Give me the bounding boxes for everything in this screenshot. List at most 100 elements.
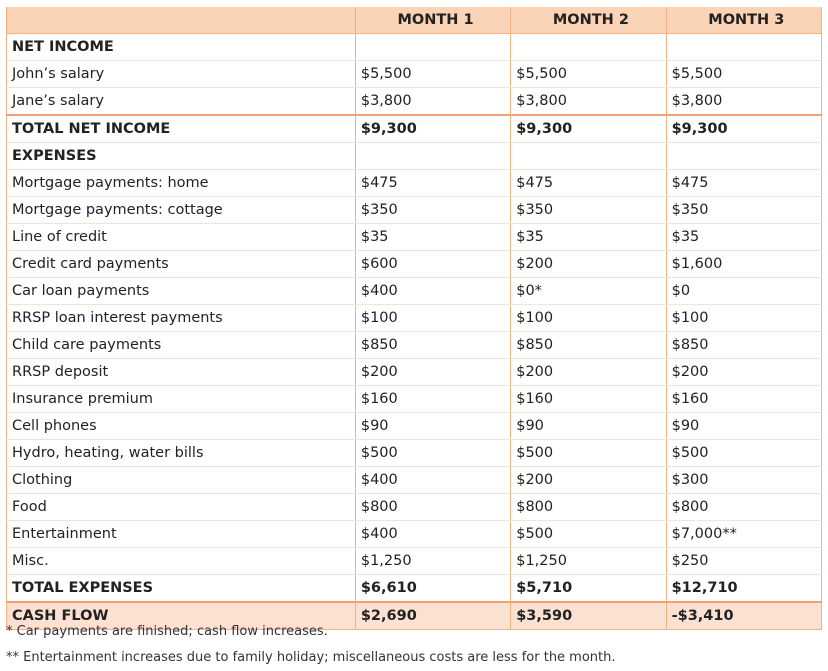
month-1-cell: $850	[354, 331, 512, 359]
row-label: Car loan payments	[6, 277, 356, 305]
row-label: John’s salary	[6, 60, 356, 88]
row-label: EXPENSES	[6, 142, 356, 170]
footnote-2: ** Entertainment increases due to family…	[6, 650, 616, 665]
month-2-cell: $1,250	[510, 547, 667, 575]
table-row: RRSP deposit $200 $200 $200	[6, 358, 823, 386]
table-row: Misc. $1,250 $1,250 $250	[6, 547, 823, 575]
month-2-cell: $3,800	[510, 87, 667, 116]
month-3-cell: $0	[665, 277, 823, 305]
month-3-cell: $5,500	[665, 60, 823, 88]
month-3-cell: $200	[665, 358, 823, 386]
header-corner	[6, 7, 356, 34]
table-row: Mortgage payments: cottage $350 $350 $350	[6, 196, 823, 224]
month-3-cell: $160	[665, 385, 823, 413]
row-label: Clothing	[6, 466, 356, 494]
month-1-cell: $160	[354, 385, 512, 413]
row-label: CASH FLOW	[6, 601, 356, 630]
row-label: NET INCOME	[6, 33, 356, 61]
table-row: Hydro, heating, water bills $500 $500 $500	[6, 439, 823, 467]
table-row: Credit card payments $600 $200 $1,600	[6, 250, 823, 278]
table-row: Entertainment $400 $500 $7,000**	[6, 520, 823, 548]
month-1-cell: $5,500	[354, 60, 512, 88]
month-3-cell: $9,300	[665, 114, 823, 143]
cashflow-row: CASH FLOW $2,690 $3,590 -$3,410	[6, 601, 823, 630]
month-1-cell: $1,250	[354, 547, 512, 575]
month-2-cell	[510, 33, 667, 61]
header-row: MONTH 1 MONTH 2 MONTH 3	[6, 7, 823, 34]
month-1-cell: $350	[354, 196, 512, 224]
month-1-cell: $400	[354, 277, 512, 305]
table-row: Insurance premium $160 $160 $160	[6, 385, 823, 413]
month-2-cell: $5,500	[510, 60, 667, 88]
section-row: TOTAL EXPENSES $6,610 $5,710 $12,710	[6, 574, 823, 603]
month-3-cell: $100	[665, 304, 823, 332]
table-row: Food $800 $800 $800	[6, 493, 823, 521]
month-1-cell: $800	[354, 493, 512, 521]
total-row: TOTAL NET INCOME $9,300 $9,300 $9,300	[6, 114, 823, 143]
month-1-cell: $6,610	[354, 574, 512, 603]
month-3-cell: $12,710	[665, 574, 823, 603]
row-label: RRSP loan interest payments	[6, 304, 356, 332]
month-1-cell: $3,800	[354, 87, 512, 116]
budget-table: MONTH 1 MONTH 2 MONTH 3 NET INCOME John’s…	[6, 7, 823, 630]
row-label: Cell phones	[6, 412, 356, 440]
month-3-cell	[665, 33, 823, 61]
row-label: TOTAL NET INCOME	[6, 114, 356, 143]
month-2-cell: $200	[510, 466, 667, 494]
table-row: Child care payments $850 $850 $850	[6, 331, 823, 359]
month-3-cell: $250	[665, 547, 823, 575]
row-label: Line of credit	[6, 223, 356, 251]
month-3-cell	[665, 142, 823, 170]
row-label: Mortgage payments: home	[6, 169, 356, 197]
month-1-cell: $400	[354, 520, 512, 548]
month-2-cell: $0*	[510, 277, 667, 305]
row-label: Credit card payments	[6, 250, 356, 278]
month-3-cell: $850	[665, 331, 823, 359]
month-3-cell: $300	[665, 466, 823, 494]
month-2-cell: $350	[510, 196, 667, 224]
month-3-cell: $3,800	[665, 87, 823, 116]
table-row: John’s salary $5,500 $5,500 $5,500	[6, 60, 823, 88]
month-2-cell: $800	[510, 493, 667, 521]
month-2-cell: $90	[510, 412, 667, 440]
table-row: Car loan payments $400 $0* $0	[6, 277, 823, 305]
month-2-cell: $3,590	[510, 601, 667, 630]
month-2-cell: $5,710	[510, 574, 667, 603]
month-1-cell: $400	[354, 466, 512, 494]
section-row: EXPENSES	[6, 142, 823, 170]
month-2-cell: $500	[510, 439, 667, 467]
footnote-1: * Car payments are finished; cash flow i…	[6, 624, 328, 639]
month-2-cell: $475	[510, 169, 667, 197]
row-label: TOTAL EXPENSES	[6, 574, 356, 603]
section-row: NET INCOME	[6, 33, 823, 61]
table-row: Line of credit $35 $35 $35	[6, 223, 823, 251]
month-1-cell: $90	[354, 412, 512, 440]
month-3-cell: $35	[665, 223, 823, 251]
month-1-cell: $2,690	[354, 601, 512, 630]
month-1-cell	[354, 142, 512, 170]
month-1-cell: $600	[354, 250, 512, 278]
month-3-cell: $800	[665, 493, 823, 521]
table-row: RRSP loan interest payments $100 $100 $100	[6, 304, 823, 332]
month-3-cell: -$3,410	[665, 601, 823, 630]
budget-table-body: NET INCOME John’s salary $5,500 $5,500 $5,50…	[6, 33, 823, 630]
row-label: Hydro, heating, water bills	[6, 439, 356, 467]
month-1-cell: $200	[354, 358, 512, 386]
month-1-cell	[354, 33, 512, 61]
row-label: RRSP deposit	[6, 358, 356, 386]
table-row: Jane’s salary $3,800 $3,800 $3,800	[6, 87, 823, 116]
row-label: Insurance premium	[6, 385, 356, 413]
table-row: Clothing $400 $200 $300	[6, 466, 823, 494]
month-3-cell: $475	[665, 169, 823, 197]
month-2-cell: $500	[510, 520, 667, 548]
row-label: Mortgage payments: cottage	[6, 196, 356, 224]
header-month-2: MONTH 2	[510, 7, 667, 34]
month-3-cell: $7,000**	[665, 520, 823, 548]
table-row: Cell phones $90 $90 $90	[6, 412, 823, 440]
month-2-cell: $850	[510, 331, 667, 359]
header-month-3: MONTH 3	[665, 7, 823, 34]
month-2-cell: $100	[510, 304, 667, 332]
month-1-cell: $100	[354, 304, 512, 332]
month-2-cell: $160	[510, 385, 667, 413]
header-month-1: MONTH 1	[354, 7, 512, 34]
